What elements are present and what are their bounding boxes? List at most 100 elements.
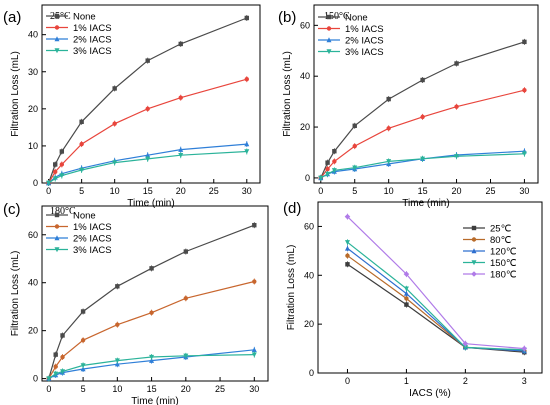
legend-marker bbox=[471, 225, 477, 231]
data-point bbox=[80, 366, 86, 372]
x-tick-label: 0 bbox=[345, 376, 350, 386]
legend-entry: 120℃ bbox=[490, 246, 517, 257]
legend-marker bbox=[54, 13, 60, 19]
data-point bbox=[183, 353, 189, 359]
series-2 bbox=[46, 278, 257, 382]
data-point bbox=[345, 262, 350, 267]
plot-frame bbox=[317, 201, 543, 374]
data-point bbox=[521, 345, 528, 352]
y-tick-label: 40 bbox=[28, 278, 38, 288]
data-point bbox=[404, 296, 409, 301]
x-tick-label: 0 bbox=[46, 186, 51, 196]
x-tick-label: 10 bbox=[112, 384, 122, 394]
legend-marker bbox=[54, 36, 60, 42]
data-point bbox=[325, 160, 330, 165]
x-axis-label: Time (min) bbox=[131, 396, 178, 405]
y-tick-label: 60 bbox=[300, 20, 310, 30]
x-tick-label: 5 bbox=[79, 186, 84, 196]
plot-frame bbox=[41, 205, 269, 382]
data-point bbox=[352, 123, 357, 128]
x-tick-label: 15 bbox=[147, 384, 157, 394]
data-point bbox=[183, 249, 189, 254]
legend-marker bbox=[54, 212, 60, 218]
panel-label: (d) bbox=[283, 200, 301, 217]
x-axis-label: Time (min) bbox=[402, 198, 449, 209]
data-point bbox=[332, 159, 337, 164]
data-point bbox=[244, 141, 250, 147]
series-3 bbox=[46, 346, 257, 382]
data-point bbox=[178, 41, 183, 47]
data-point bbox=[115, 322, 120, 327]
data-point bbox=[114, 358, 120, 364]
x-axis-label: IACS (%) bbox=[409, 388, 451, 399]
legend-marker bbox=[54, 25, 60, 30]
data-point bbox=[112, 86, 117, 91]
y-axis-label: Filtration Loss (mL) bbox=[282, 51, 293, 137]
y-axis-label: Filtration Loss (mL) bbox=[286, 245, 297, 331]
legend-entry: 2% IACS bbox=[73, 233, 112, 244]
x-tick-label: 25 bbox=[215, 384, 225, 394]
data-point bbox=[112, 121, 117, 126]
temperature-label: 180°C bbox=[50, 206, 76, 217]
panel-label: (a) bbox=[3, 9, 21, 26]
data-point bbox=[325, 171, 331, 177]
panel-label: (b) bbox=[278, 9, 296, 26]
y-axis-label: Filtration Loss (mL) bbox=[10, 251, 21, 337]
x-tick-label: 15 bbox=[418, 186, 428, 196]
x-tick-label: 10 bbox=[384, 186, 394, 196]
data-point bbox=[403, 271, 410, 277]
data-point bbox=[79, 119, 84, 125]
data-point bbox=[115, 284, 120, 289]
legend-entry: 2% IACS bbox=[73, 34, 112, 45]
x-axis-label: Time (min) bbox=[127, 198, 174, 209]
data-point bbox=[112, 160, 118, 166]
series-line bbox=[48, 143, 247, 184]
x-tick-label: 20 bbox=[452, 186, 462, 196]
x-tick-label: 1 bbox=[404, 376, 409, 386]
data-point bbox=[149, 354, 155, 360]
x-tick-label: 3 bbox=[522, 376, 527, 386]
data-point bbox=[178, 146, 184, 152]
data-point bbox=[521, 151, 527, 157]
data-point bbox=[59, 173, 65, 179]
data-point bbox=[53, 364, 58, 369]
data-point bbox=[53, 162, 58, 167]
legend-marker bbox=[471, 271, 477, 277]
data-point bbox=[59, 149, 65, 154]
data-point bbox=[344, 213, 351, 220]
x-tick-label: 30 bbox=[249, 384, 259, 394]
data-point bbox=[183, 296, 189, 301]
data-point bbox=[60, 333, 65, 338]
data-point bbox=[352, 165, 358, 171]
data-point bbox=[251, 347, 257, 353]
legend-entry: 3% IACS bbox=[345, 47, 384, 58]
data-point bbox=[386, 96, 391, 102]
legend-entry: 2% IACS bbox=[345, 35, 384, 46]
legend-entry: 80℃ bbox=[490, 235, 512, 246]
y-tick-label: 40 bbox=[300, 71, 310, 81]
data-point bbox=[331, 168, 337, 173]
legend-marker bbox=[326, 14, 332, 20]
data-point bbox=[53, 169, 58, 175]
legend-marker bbox=[54, 235, 60, 241]
y-tick-label: 40 bbox=[28, 30, 38, 40]
series-line bbox=[48, 78, 247, 184]
y-tick-label: 10 bbox=[28, 141, 38, 151]
y-tick-label: 0 bbox=[33, 178, 38, 188]
x-tick-label: 30 bbox=[242, 186, 252, 196]
data-point bbox=[252, 279, 257, 284]
data-point bbox=[332, 149, 337, 154]
data-point bbox=[454, 61, 459, 66]
data-point bbox=[145, 58, 150, 63]
x-tick-label: 0 bbox=[318, 186, 323, 196]
chart-panel-3: (c) 180°C 0 5 10 15 20 25 30 0 20 40 60 Time (min) Fil… bbox=[3, 201, 269, 405]
data-point bbox=[403, 290, 409, 296]
data-point bbox=[80, 338, 86, 343]
plot-frame bbox=[41, 4, 261, 184]
legend-entry: 150℃ bbox=[490, 258, 517, 269]
data-point bbox=[149, 266, 154, 271]
y-tick-label: 20 bbox=[300, 122, 310, 132]
series-4 bbox=[318, 150, 527, 181]
data-point bbox=[60, 369, 66, 375]
